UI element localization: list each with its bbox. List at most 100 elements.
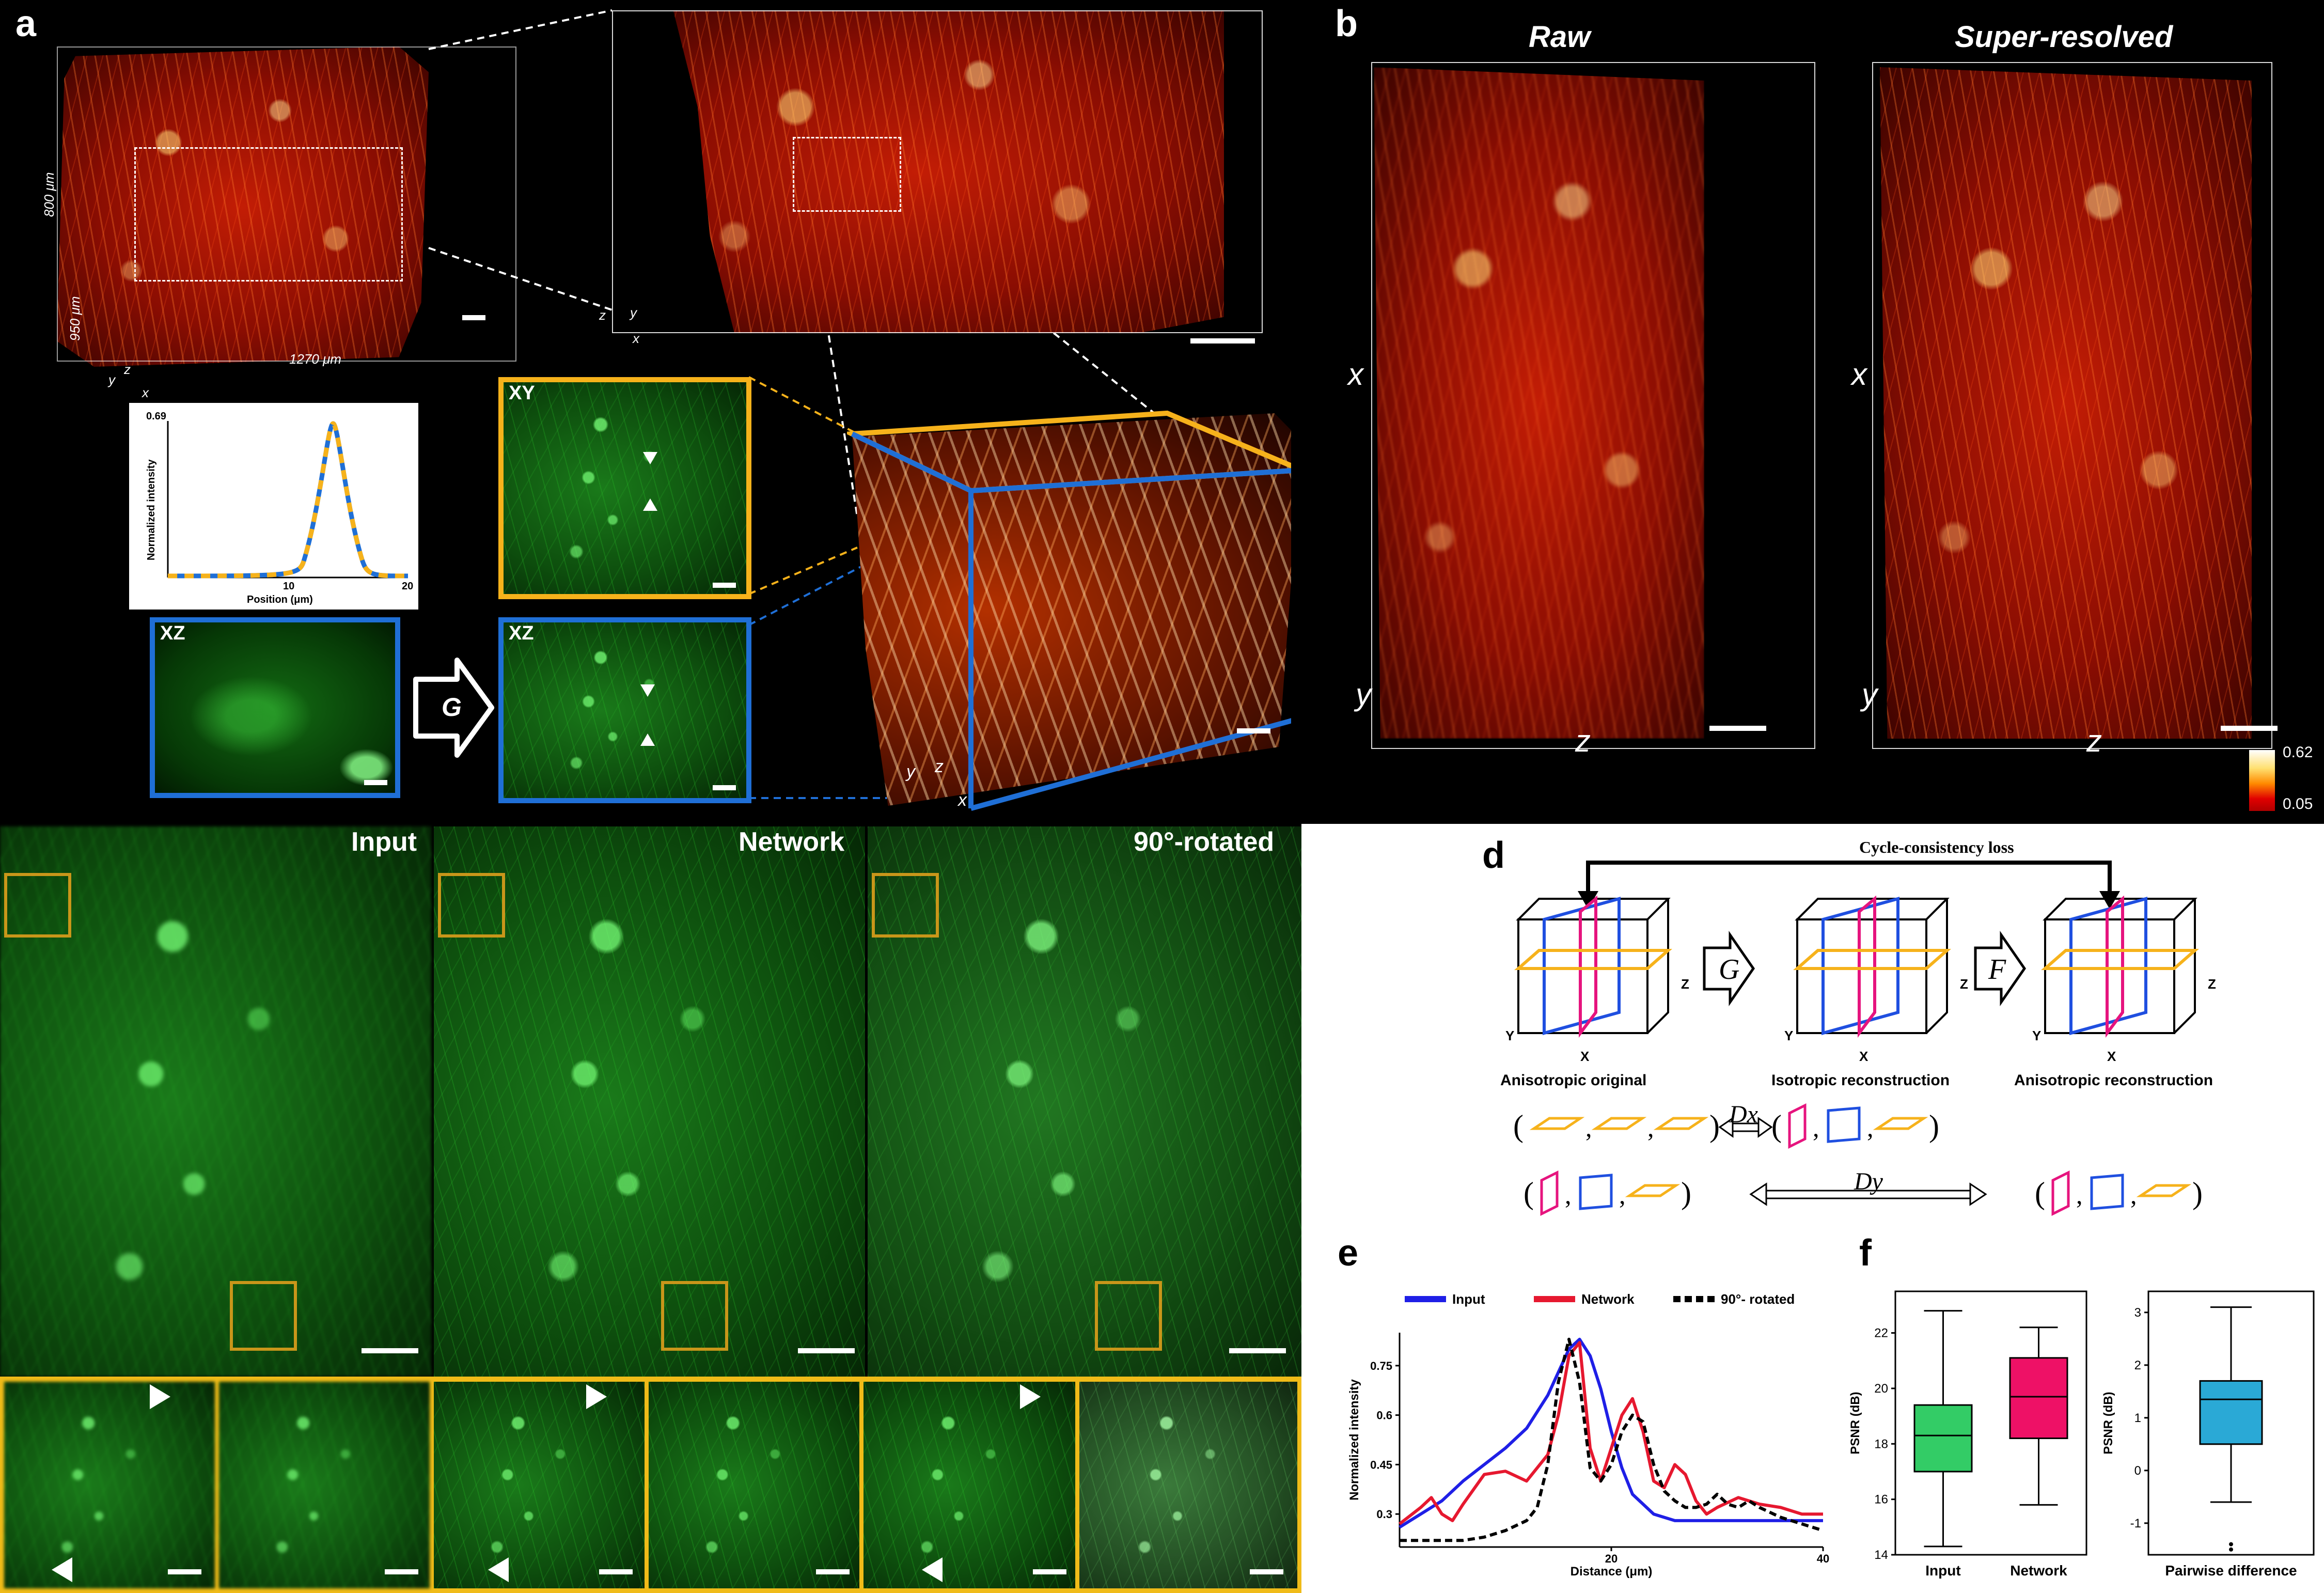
panel-d-letter: d	[1482, 835, 1505, 876]
axis-y-1: Y	[1505, 1028, 1515, 1043]
axis-z-1: Z	[1681, 976, 1689, 992]
raw-title: Raw	[1529, 20, 1591, 54]
overview-volume	[57, 46, 429, 367]
label-isotropic: Isotropic reconstruction	[1771, 1072, 1950, 1089]
network-roi-1	[438, 873, 505, 938]
e-ylabel: Normalized intensity	[1347, 1379, 1361, 1500]
zoom-scalebar-5	[1033, 1569, 1066, 1574]
zoom-scalebar-3	[599, 1569, 633, 1574]
f-box-0	[1913, 1404, 1973, 1473]
axis-y-2: Y	[1784, 1028, 1794, 1043]
overview-scalebar	[462, 315, 485, 320]
generator-arrow	[413, 658, 494, 758]
raw-axis-y: y	[1356, 677, 1371, 712]
f-category-label-0: Input	[1925, 1563, 1960, 1579]
zoom-axis-z: z	[599, 307, 606, 323]
rotated-title: 90°-rotated	[1134, 827, 1275, 857]
svg-text:,: ,	[1565, 1180, 1572, 1209]
G-label: G	[1719, 954, 1740, 986]
zoom-roi	[793, 137, 901, 212]
f-ytick-label: 2	[2134, 1358, 2141, 1372]
colorbar-max: 0.62	[2283, 744, 2313, 761]
xz-output-label: XZ	[509, 622, 534, 644]
xz-arrow-down	[640, 684, 655, 697]
svg-text:): )	[2192, 1176, 2203, 1210]
chart-f1: 14 16 18 20 22 PSNR (dB) Input Network	[1848, 1290, 2087, 1579]
zoom-scalebar-1	[168, 1569, 201, 1574]
sr-volume	[1880, 67, 2252, 739]
zoom-arrow-1a	[150, 1384, 170, 1409]
input-roi-2	[230, 1281, 297, 1351]
xy-label: XY	[509, 382, 535, 404]
raw-volume-frame	[1371, 62, 1815, 749]
zoom-rotated-1	[863, 1382, 1075, 1588]
sr-axis-x: x	[1851, 357, 1867, 392]
f-ylabel: PSNR (dB)	[1848, 1392, 1862, 1454]
axis-x-1: X	[1580, 1049, 1590, 1064]
sr-scalebar	[2221, 726, 2278, 731]
generator-label: G	[442, 693, 462, 722]
cube-reconstruction	[2041, 895, 2199, 1038]
zoom-volume-frame	[612, 10, 1263, 333]
overview-width-label: 1270 μm	[289, 351, 341, 367]
svg-text:): )	[1681, 1176, 1691, 1210]
svg-text:,: ,	[1585, 1113, 1592, 1142]
f-frame	[2147, 1290, 2315, 1556]
profile-xtick-20: 20	[402, 581, 414, 592]
svg-text:,: ,	[1647, 1113, 1654, 1142]
colorbar-min: 0.05	[2283, 795, 2313, 813]
zoom-network-1	[434, 1382, 645, 1588]
profile-xtick-10: 10	[283, 581, 295, 592]
zoom-input-2	[219, 1382, 430, 1588]
e-xlabel: Distance (μm)	[1571, 1565, 1653, 1579]
axis-y-3: Y	[2032, 1028, 2042, 1043]
axis-z-2: Z	[1960, 976, 1968, 992]
cube-scalebar	[1237, 728, 1270, 733]
f-category-label-1: Network	[2010, 1563, 2067, 1579]
rotated-roi-2	[1095, 1281, 1162, 1351]
e-ytick-label: 0.45	[1370, 1458, 1392, 1471]
zoom-network-2	[649, 1382, 859, 1588]
cube-frame	[847, 410, 1304, 811]
xy-arrow-up	[643, 498, 657, 511]
svg-text:): )	[1929, 1109, 1939, 1143]
cube-original	[1514, 895, 1672, 1038]
svg-text:(: (	[1771, 1109, 1782, 1143]
profile-xlabel: Position (μm)	[247, 594, 313, 605]
f-ytick-label: 22	[1874, 1326, 1888, 1340]
input-roi-1	[4, 873, 71, 938]
network-title: Network	[739, 827, 845, 857]
profile-inset	[167, 421, 409, 579]
e-legend-label-0: Input	[1452, 1291, 1485, 1307]
label-original: Anisotropic original	[1500, 1072, 1647, 1089]
raw-axis-x: x	[1348, 357, 1363, 392]
overview-axis-x: x	[142, 385, 149, 400]
overview-axis-y: y	[108, 372, 115, 387]
panel-b-letter: b	[1335, 3, 1358, 44]
svg-text:,: ,	[2130, 1180, 2137, 1209]
zoom-arrow-3a	[1020, 1384, 1041, 1409]
raw-scalebar	[1709, 726, 1766, 731]
e-series-2	[1400, 1337, 1824, 1542]
e-xtick-label: 20	[1605, 1552, 1618, 1565]
f-ytick-label: 16	[1874, 1493, 1888, 1507]
raw-volume	[1374, 67, 1704, 739]
chart-f2: -1 0 1 2 3 PSNR (dB) Pairwise difference	[2102, 1290, 2315, 1579]
f-box-1	[2009, 1357, 2068, 1440]
e-ytick-label: 0.75	[1370, 1360, 1392, 1372]
colorbar	[2249, 750, 2275, 811]
network-roi-2	[661, 1281, 728, 1351]
axis-x-3: X	[2107, 1049, 2116, 1064]
profile-ymax: 0.69	[146, 411, 166, 422]
xz-input-tile	[150, 617, 400, 798]
svg-text:(: (	[1524, 1176, 1534, 1210]
chart-e: 0.3 0.45 0.6 0.75 20 40 Distance (μm) Normalize…	[1347, 1291, 1829, 1579]
cube-axis-z: z	[935, 757, 944, 776]
f-ylabel: PSNR (dB)	[2102, 1392, 2115, 1454]
xz-output-tile	[498, 617, 751, 803]
cycle-diagram: ( , , ) ( , , ) ( , , ) ( , , )	[1513, 861, 2203, 1216]
zoom-input-1	[4, 1382, 215, 1588]
cube-isotropic	[1793, 895, 1951, 1038]
overview-volume-frame	[57, 46, 516, 362]
e-xtick-label: 40	[1817, 1552, 1829, 1565]
